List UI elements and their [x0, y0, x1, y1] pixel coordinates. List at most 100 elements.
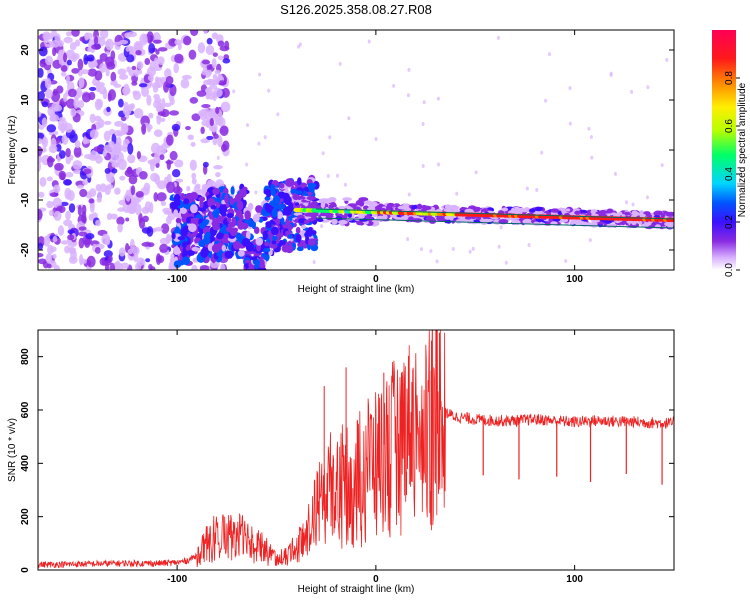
- spectrogram-blob: [152, 39, 162, 44]
- spectrogram-blob: [174, 53, 184, 64]
- spectrogram-blob: [60, 65, 68, 72]
- spectrogram-cluster: [260, 271, 267, 275]
- spectrogram-blob: [660, 163, 664, 168]
- spectrogram-blob: [189, 159, 197, 171]
- snr-x-tick-label: 0: [373, 574, 379, 585]
- spectrogram-blob: [99, 30, 109, 39]
- spectrogram-x-label: Height of straight line (km): [298, 284, 415, 295]
- spectrogram-blob: [93, 146, 103, 152]
- tone-band-halo: [520, 208, 529, 213]
- spectrogram-cluster: [271, 208, 278, 218]
- spectrogram-blob: [67, 190, 75, 202]
- tone-band-halo: [416, 203, 423, 210]
- tone-band-halo: [374, 204, 383, 211]
- spectrogram-cluster: [172, 246, 181, 255]
- spectrogram-blob: [115, 260, 121, 270]
- spectrogram-blob: [96, 98, 104, 109]
- spectrogram-cluster: [252, 214, 260, 223]
- spectrogram-blob: [79, 36, 86, 42]
- spectrogram-cluster: [219, 226, 226, 233]
- snr-y-tick-label: 0: [20, 567, 31, 573]
- spectrogram-y-tick-label: -20: [20, 242, 31, 257]
- spectrogram-blob: [374, 137, 378, 142]
- spectrogram-cluster: [291, 243, 297, 248]
- tone-band-halo: [511, 219, 521, 226]
- spectrogram-blob: [148, 42, 156, 54]
- spectrogram-blob: [631, 202, 635, 207]
- spectrogram-cluster: [276, 211, 284, 220]
- spectrogram-blob: [199, 108, 208, 121]
- spectrogram-blob: [39, 177, 47, 187]
- spectrogram-y-tick-label: 10: [20, 94, 31, 106]
- snr-marks: [38, 330, 674, 569]
- spectrogram-blob: [263, 135, 267, 140]
- spectrogram-cluster: [272, 235, 278, 241]
- snr-y-label: SNR (10 * v/v): [7, 418, 18, 482]
- spectrogram-blob: [155, 49, 160, 55]
- spectrogram-blob: [82, 136, 88, 145]
- snr-x-ticks: -100 0 100: [167, 330, 583, 585]
- spectrogram-blob: [499, 225, 503, 230]
- spectrogram-blob: [504, 260, 508, 265]
- spectrogram-blob: [254, 190, 258, 195]
- snr-series-line: [38, 330, 674, 569]
- spectrogram-cluster: [224, 193, 229, 204]
- spectrogram-blob: [104, 168, 111, 174]
- spectrogram-cluster: [307, 238, 316, 246]
- spectrogram-blob: [207, 92, 216, 100]
- spectrogram-blob: [436, 162, 440, 167]
- spectrogram-blob: [138, 83, 148, 88]
- spectrogram-blob: [201, 59, 211, 65]
- colorbar-tick-label: 0.8: [724, 71, 735, 85]
- spectrogram-blob: [665, 57, 669, 62]
- spectrogram-blob: [43, 235, 51, 247]
- spectrogram-cluster: [258, 269, 262, 270]
- spectrogram-blob: [108, 140, 115, 147]
- spectrogram-blob: [38, 145, 43, 157]
- spectrogram-blob: [347, 116, 351, 121]
- spectrogram-blob: [127, 166, 132, 173]
- spectrogram-blob: [133, 252, 139, 263]
- tone-band-halo: [408, 216, 414, 220]
- spectrogram-cluster: [221, 244, 226, 252]
- spectrogram-cluster: [181, 215, 188, 223]
- spectrogram-y-label: Frequency (Hz): [7, 116, 18, 185]
- tone-band-halo: [522, 218, 533, 225]
- spectrogram-cluster: [265, 222, 272, 229]
- spectrogram-cluster: [287, 202, 294, 213]
- spectrogram-y-ticks: 20 10 0 -10 -20: [20, 44, 674, 257]
- spectrogram-blob: [245, 162, 249, 167]
- spectrogram-cluster: [173, 260, 182, 268]
- spectrogram-blob: [134, 203, 142, 216]
- spectrogram-blob: [156, 145, 165, 157]
- spectrogram-cluster: [173, 209, 179, 218]
- spectrogram-blob: [156, 192, 167, 202]
- spectrogram-cluster: [180, 193, 186, 202]
- spectrogram-blob: [130, 238, 135, 251]
- spectrogram-blob: [44, 77, 52, 89]
- spectrogram-blob: [112, 143, 122, 156]
- spectrogram-blob: [131, 198, 142, 203]
- spectrogram-blob: [171, 123, 181, 132]
- spectrogram-y-tick-label: 0: [20, 147, 31, 153]
- spectrogram-blob: [126, 104, 135, 112]
- spectrogram-blob: [232, 89, 236, 94]
- spectrogram-cluster: [284, 178, 294, 187]
- spectrogram-blob: [215, 77, 220, 85]
- tone-band-halo: [464, 216, 472, 220]
- spectrogram-cluster: [191, 246, 199, 252]
- spectrogram-blob: [104, 262, 110, 270]
- spectrogram-blob: [590, 155, 594, 160]
- spectrogram-blob: [609, 72, 613, 77]
- spectrogram-cluster: [296, 246, 304, 252]
- spectrogram-cluster: [199, 199, 204, 209]
- spectrogram-cluster: [287, 234, 293, 239]
- spectrogram-blob: [199, 265, 210, 270]
- tone-band-halo: [667, 224, 674, 229]
- tone-band-halo: [461, 217, 467, 223]
- spectrogram-blob: [77, 205, 82, 216]
- spectrogram-blob: [613, 171, 617, 176]
- spectrogram-cluster: [230, 186, 235, 195]
- spectrogram-blob: [38, 242, 44, 250]
